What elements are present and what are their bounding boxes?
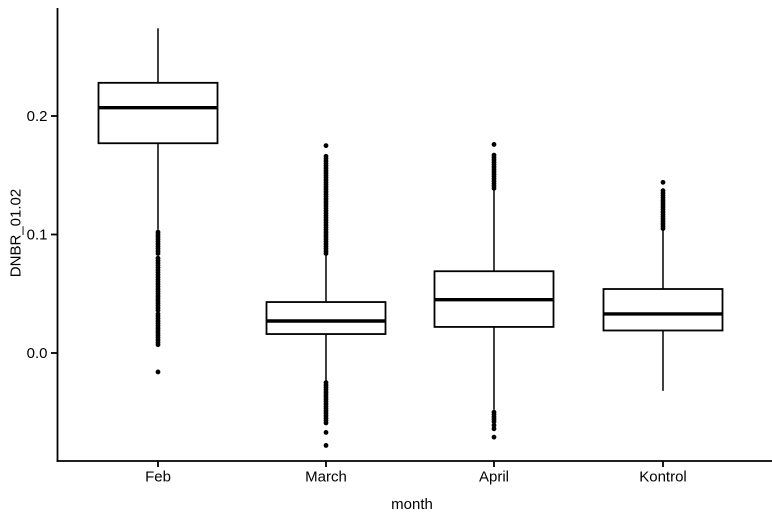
boxplot-march (265, 143, 387, 448)
x-axis-title: month (391, 496, 433, 513)
outliers (660, 179, 666, 231)
iqr-box (602, 288, 724, 332)
y-axis-title: DNBR_01.02 (7, 188, 25, 278)
boxplot-feb (97, 28, 219, 375)
iqr-box (265, 301, 387, 335)
y-axis: 0.0 0.1 0.2 (27, 8, 59, 462)
iqr-box (97, 81, 219, 145)
outliers (155, 229, 161, 375)
x-tick-label: Kontrol (639, 469, 687, 486)
outliers (491, 142, 497, 440)
x-tick-label: March (305, 469, 347, 486)
x-tick-label: Feb (145, 469, 171, 486)
y-tick-label: 0.2 (27, 108, 48, 125)
boxplot-kontrol (602, 179, 724, 391)
y-tick-label: 0.1 (27, 227, 48, 244)
outliers (323, 143, 329, 448)
x-tick-label: April (479, 469, 509, 486)
boxplot-april (433, 142, 555, 440)
y-tick-label: 0.0 (27, 345, 48, 362)
x-axis: Feb March April Kontrol (56, 460, 772, 486)
